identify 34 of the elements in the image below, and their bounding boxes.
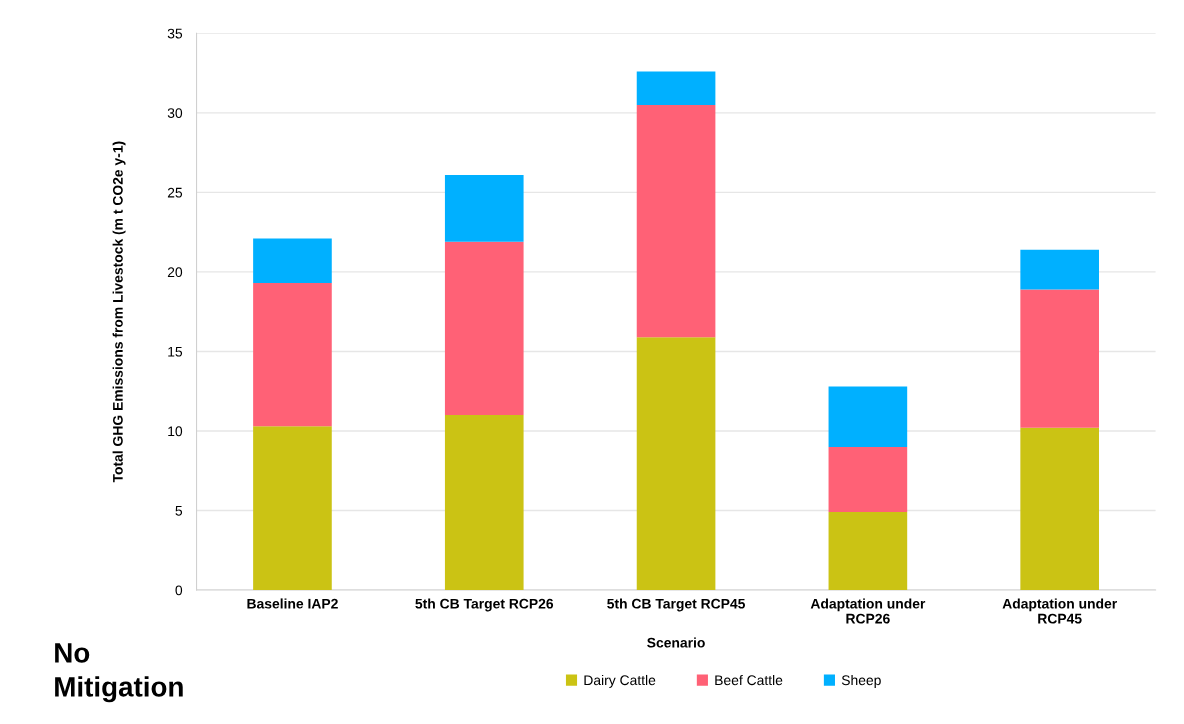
y-tick-label: 10 (168, 426, 183, 437)
bar (828, 446, 908, 513)
legend-label: Dairy Cattle (584, 674, 656, 688)
x-axis-title: Scenario (647, 637, 705, 648)
bar (636, 71, 716, 105)
x-tick-label: 5th CB Target RCP26 (415, 598, 554, 612)
y-tick-label: 20 (167, 267, 183, 278)
bar (828, 386, 908, 447)
bar (253, 238, 332, 284)
bar (636, 337, 716, 591)
bar (253, 283, 332, 427)
bar (828, 512, 908, 591)
x-tick-label: Baseline IAP2 (247, 598, 338, 609)
bar (1020, 427, 1099, 591)
bar (444, 174, 524, 242)
bar (444, 241, 524, 416)
y-tick-label: 15 (168, 346, 183, 357)
y-axis-title: Total GHG Emissions from Livestock (m t CO2e y-1) (112, 141, 126, 483)
y-tick-label: 5 (175, 506, 183, 516)
bar (1020, 289, 1099, 428)
bar (636, 104, 716, 338)
legend-label: Beef Cattle (715, 674, 783, 686)
x-tick-label: 5th CB Target RCP45 (607, 598, 746, 612)
text: No Mitigation (55, 643, 183, 703)
y-tick-label: 35 (167, 28, 183, 39)
x-tick-label: Adaptation under RCP26 (810, 598, 926, 624)
y-tick-label: 30 (167, 108, 183, 119)
bar (444, 415, 524, 591)
x-tick-label: Adaptation under RCP45 (1002, 598, 1117, 624)
y-tick-label: 0 (175, 585, 183, 596)
legend-label: Sheep (841, 674, 881, 688)
bar (253, 426, 332, 591)
bar (1020, 249, 1099, 290)
y-tick-label: 25 (167, 187, 183, 198)
